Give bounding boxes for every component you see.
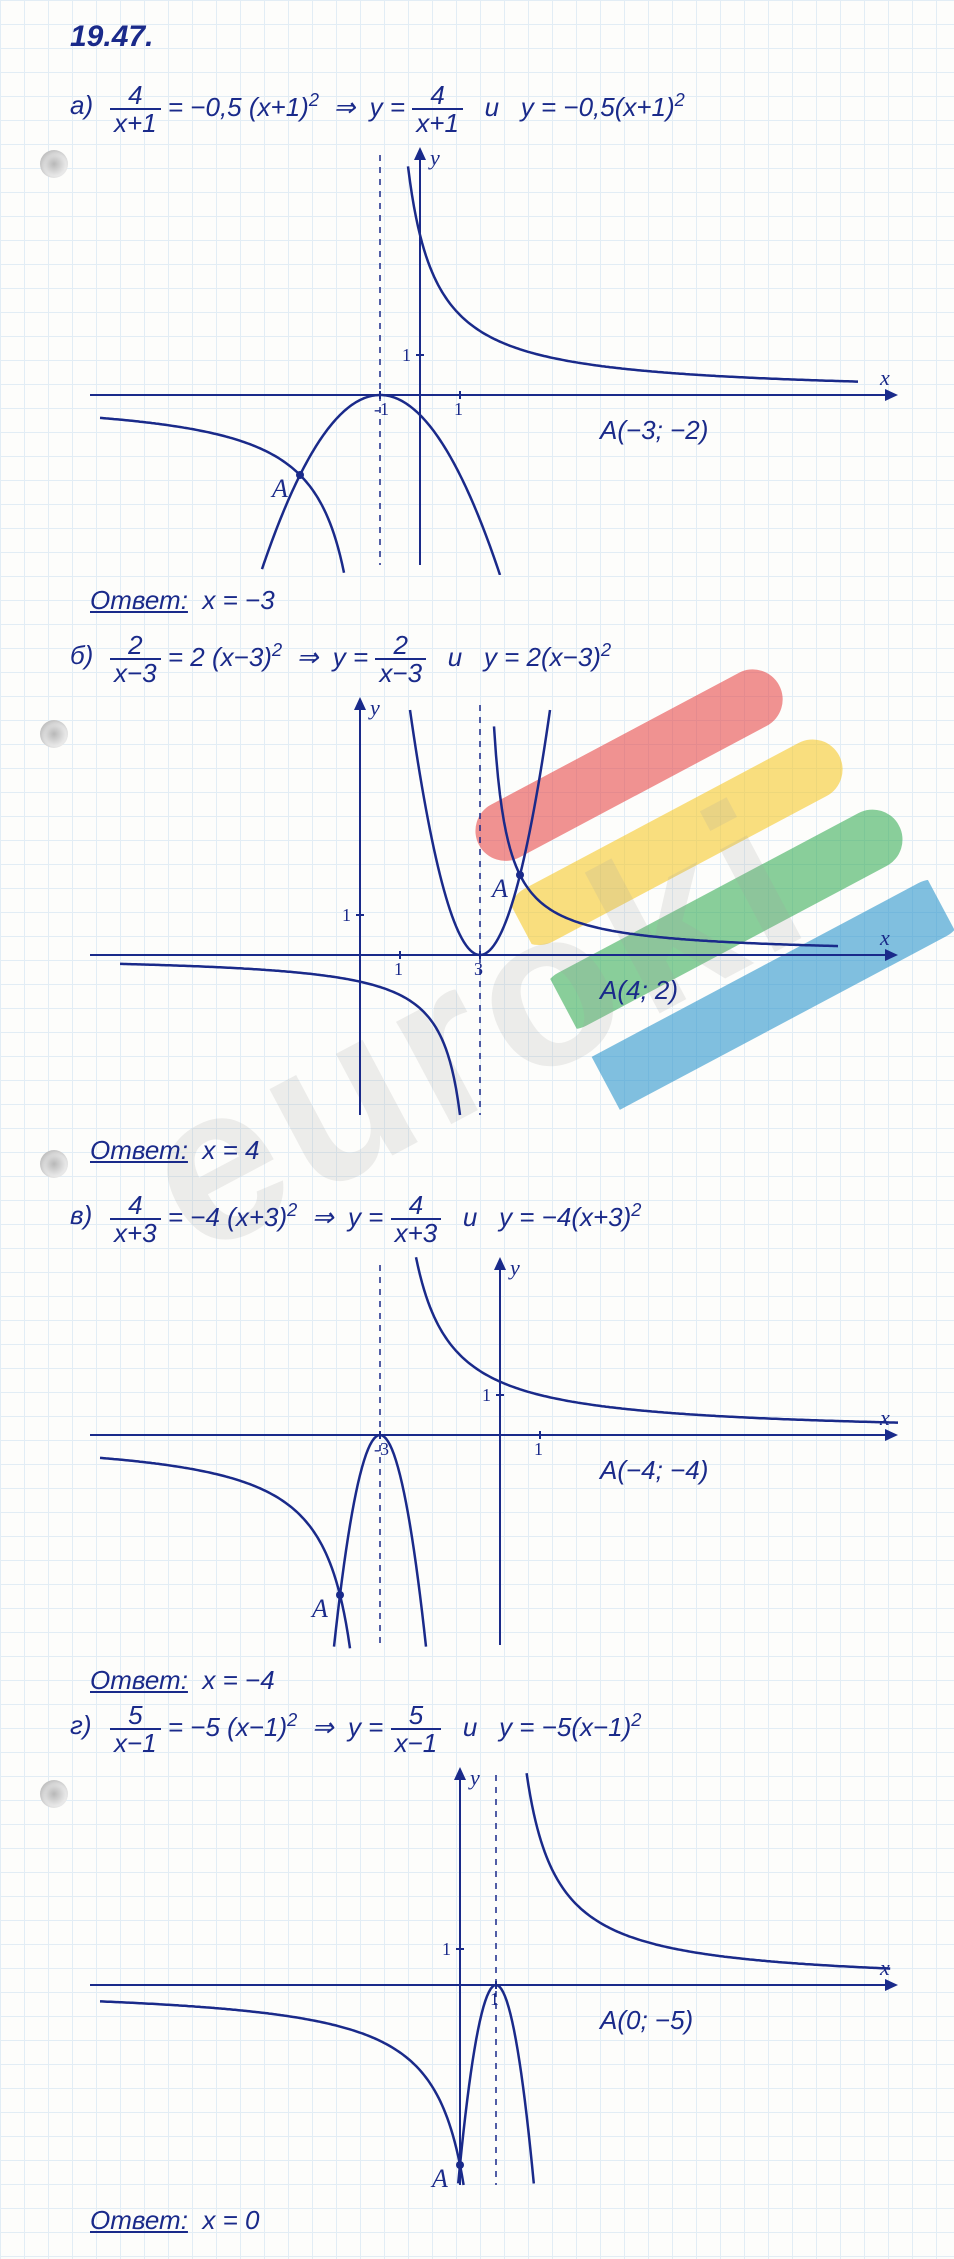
equation-row: 4x+1 = −0,5 (x+1)2 ⇒ y = 4x+1 и y = −0,5… <box>110 82 685 136</box>
part-label: б) <box>70 640 93 671</box>
point-coords: A(−4; −4) <box>600 1455 708 1486</box>
svg-text:A: A <box>430 2164 448 2193</box>
svg-text:y: y <box>368 695 380 720</box>
svg-text:1: 1 <box>342 905 351 925</box>
svg-text:1: 1 <box>490 1989 499 2009</box>
svg-text:y: y <box>428 145 440 170</box>
problem-number: 19.47. <box>70 20 153 54</box>
point-coords: A(−3; −2) <box>600 415 708 446</box>
svg-text:A: A <box>310 1594 328 1623</box>
point-coords: A(4; 2) <box>600 975 678 1006</box>
svg-text:y: y <box>508 1255 520 1280</box>
svg-text:A: A <box>490 874 508 903</box>
binder-hole <box>40 150 68 178</box>
equation-row: 4x+3 = −4 (x+3)2 ⇒ y = 4x+3 и y = −4(x+3… <box>110 1192 641 1246</box>
chart-2: y x -3 1 1 A <box>80 1255 900 1655</box>
svg-text:x: x <box>879 365 890 390</box>
chart-3: yx11A <box>80 1765 900 2195</box>
svg-text:-1: -1 <box>374 399 389 419</box>
svg-text:3: 3 <box>474 959 483 979</box>
answer: Ответ: x = −3 <box>90 585 275 616</box>
chart-1: y x 1 3 1 A <box>80 695 900 1125</box>
svg-text:1: 1 <box>442 1939 451 1959</box>
svg-text:1: 1 <box>534 1439 543 1459</box>
chart-0: y x -1 1 1 A <box>80 145 900 575</box>
equation-row: 2x−3 = 2 (x−3)2 ⇒ y = 2x−3 и y = 2(x−3)2 <box>110 632 611 686</box>
binder-hole <box>40 720 68 748</box>
part-label: а) <box>70 90 93 121</box>
svg-text:1: 1 <box>394 959 403 979</box>
binder-hole <box>40 1150 68 1178</box>
equation-row: 5x−1 = −5 (x−1)2 ⇒ y = 5x−1 и y = −5(x−1… <box>110 1702 641 1756</box>
svg-text:x: x <box>879 925 890 950</box>
answer: Ответ: x = 4 <box>90 1135 259 1166</box>
answer: Ответ: x = −4 <box>90 1665 275 1696</box>
answer: Ответ: x = 0 <box>90 2205 259 2236</box>
point-coords: A(0; −5) <box>600 2005 693 2036</box>
svg-text:x: x <box>879 1405 890 1430</box>
part-label: г) <box>70 1710 91 1741</box>
binder-hole <box>40 1780 68 1808</box>
svg-text:1: 1 <box>402 345 411 365</box>
part-label: в) <box>70 1200 92 1231</box>
svg-text:y: y <box>468 1765 480 1790</box>
svg-text:A: A <box>270 474 288 503</box>
svg-text:-3: -3 <box>374 1439 389 1459</box>
svg-text:1: 1 <box>482 1385 491 1405</box>
svg-text:1: 1 <box>454 399 463 419</box>
